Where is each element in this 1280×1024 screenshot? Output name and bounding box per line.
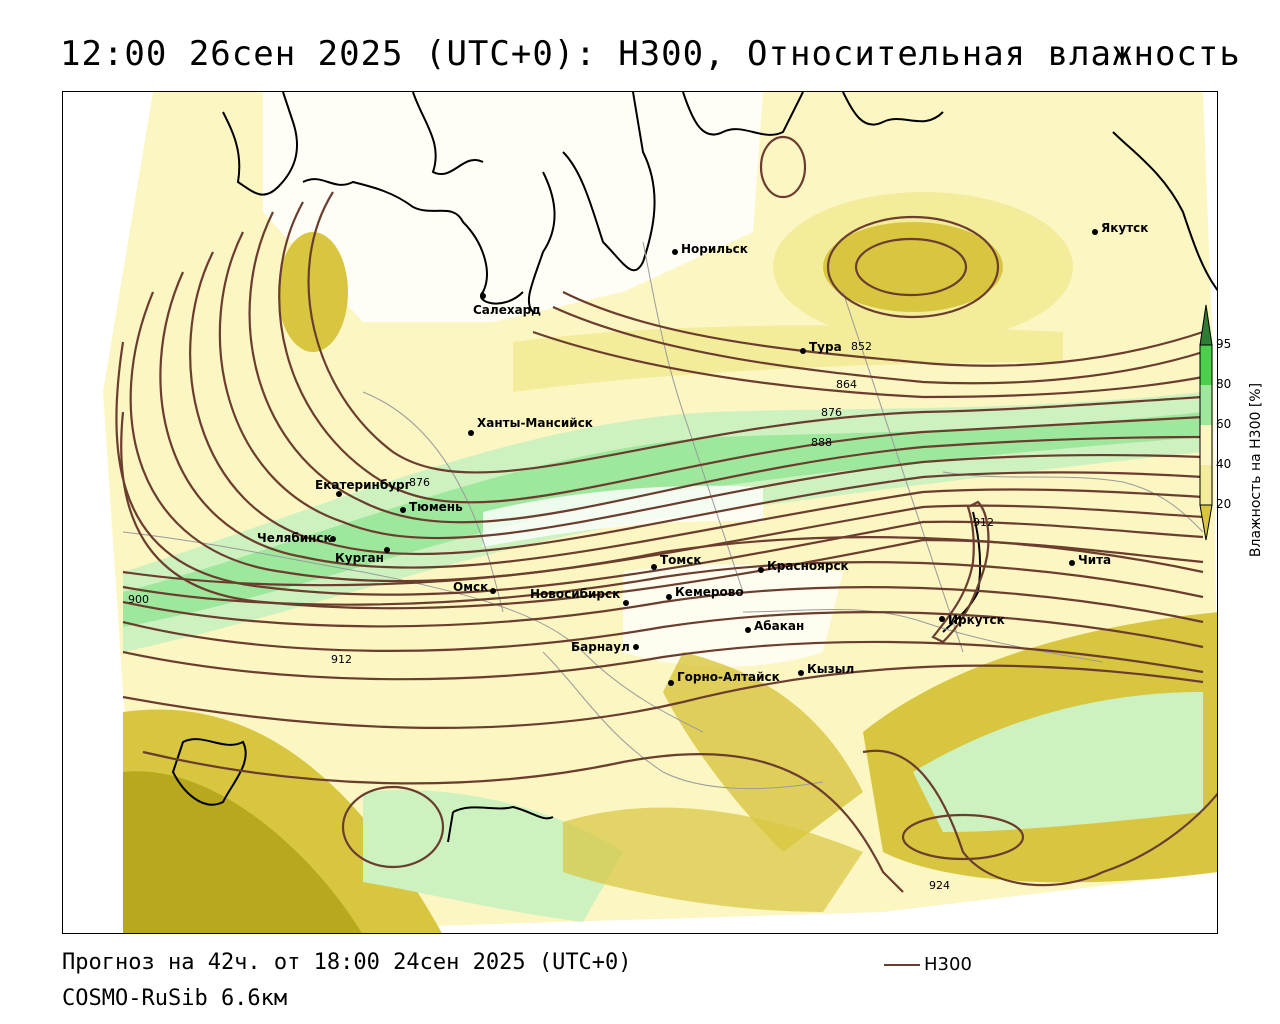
- legend-title: Влажность на H300 [%]: [1236, 350, 1276, 590]
- contour-line-swatch: [884, 963, 920, 966]
- city-marker: Абакан: [745, 619, 804, 633]
- contour-label: 852: [851, 340, 872, 353]
- map-frame: 852 864 876 888 876 900 912 912 924 Якут…: [62, 91, 1218, 934]
- contour-label: 864: [836, 378, 857, 391]
- city-marker: Курган: [335, 547, 390, 565]
- city-label: Томск: [660, 553, 702, 567]
- contour-label: 912: [331, 653, 352, 666]
- contour-labels: 852 864 876 888 876 900 912 912 924: [128, 340, 994, 892]
- legend-swatch: [1200, 505, 1212, 540]
- city-marker: Барнаул: [571, 640, 639, 654]
- contour-line-legend-label: H300: [924, 954, 972, 975]
- legend-tick: 20: [1216, 497, 1231, 511]
- city-label: Курган: [335, 551, 384, 565]
- city-label: Кемерово: [675, 585, 744, 599]
- city-label: Абакан: [754, 619, 804, 633]
- city-label: Чита: [1078, 553, 1111, 567]
- legend-swatch: [1200, 385, 1212, 425]
- contour-line-legend: H300: [884, 954, 972, 975]
- city-label: Екатеринбург: [315, 478, 411, 492]
- legend-swatch: [1200, 305, 1212, 345]
- coastline-layer: [171, 92, 1217, 843]
- city-label: Якутск: [1101, 221, 1148, 235]
- h300-contour-layer: [115, 135, 1217, 893]
- contour-label: 924: [929, 879, 950, 892]
- city-label: Иркутск: [948, 613, 1005, 627]
- city-label: Горно-Алтайск: [677, 670, 780, 684]
- city-marker: Челябинск: [257, 531, 336, 545]
- city-label: Тура: [809, 340, 842, 354]
- city-marker: Норильск: [672, 242, 748, 256]
- city-marker: Тура: [800, 340, 842, 354]
- city-label: Омск: [453, 580, 488, 594]
- contour-label: 876: [821, 406, 842, 419]
- boundary-layer: [122, 241, 1204, 790]
- contour-label: 888: [811, 436, 832, 449]
- city-marker: Кызыл: [798, 662, 854, 676]
- city-label: Новосибирск: [530, 587, 620, 601]
- forecast-info: Прогноз на 42ч. от 18:00 24сен 2025 (UTC…: [62, 950, 632, 975]
- city-marker: Тюмень: [400, 500, 463, 514]
- legend-tick: 95: [1216, 337, 1231, 351]
- model-info: COSMO-RuSib 6.6км: [62, 986, 288, 1011]
- city-marker: Чита: [1069, 553, 1111, 567]
- weather-map: 852 864 876 888 876 900 912 912 924 Якут…: [63, 92, 1217, 933]
- city-label: Салехард: [473, 303, 541, 317]
- humidity-fill-layer: [63, 92, 1217, 933]
- city-marker: Ханты-Мансийск: [468, 416, 593, 436]
- city-marker: Томск: [651, 553, 702, 570]
- city-marker: Омск: [453, 580, 496, 594]
- city-marker: Иркутск: [939, 613, 1005, 627]
- legend-tick: 80: [1216, 377, 1231, 391]
- city-marker: Кемерово: [666, 585, 744, 600]
- city-label: Челябинск: [257, 531, 332, 545]
- contour-label: 876: [409, 476, 430, 489]
- city-label: Кызыл: [807, 662, 854, 676]
- city-label: Красноярск: [767, 559, 849, 573]
- legend-tick: 40: [1216, 457, 1231, 471]
- legend-swatch: [1200, 425, 1212, 465]
- humidity-legend: 95 80 60 40 20: [1199, 304, 1231, 541]
- contour-label: 912: [973, 516, 994, 529]
- legend-tick: 60: [1216, 417, 1231, 431]
- legend-swatch: [1200, 465, 1212, 505]
- city-marker: Новосибирск: [530, 587, 629, 606]
- city-marker: Екатеринбург: [315, 478, 411, 497]
- contour-label: 900: [128, 593, 149, 606]
- city-layer: Якутск Норильск Салехард Тура Ханты-Манс…: [257, 221, 1148, 686]
- map-title: 12:00 26сен 2025 (UTC+0): H300, Относите…: [60, 34, 1241, 74]
- city-label: Барнаул: [571, 640, 630, 654]
- city-marker: Горно-Алтайск: [668, 670, 780, 686]
- legend-swatch: [1200, 345, 1212, 385]
- city-label: Тюмень: [409, 500, 463, 514]
- city-label: Норильск: [681, 242, 748, 256]
- legend-title-text: Влажность на H300 [%]: [1248, 382, 1264, 558]
- city-marker: Салехард: [473, 293, 541, 317]
- city-marker: Красноярск: [758, 559, 849, 573]
- city-marker: Якутск: [1092, 221, 1148, 235]
- city-label: Ханты-Мансийск: [477, 416, 593, 430]
